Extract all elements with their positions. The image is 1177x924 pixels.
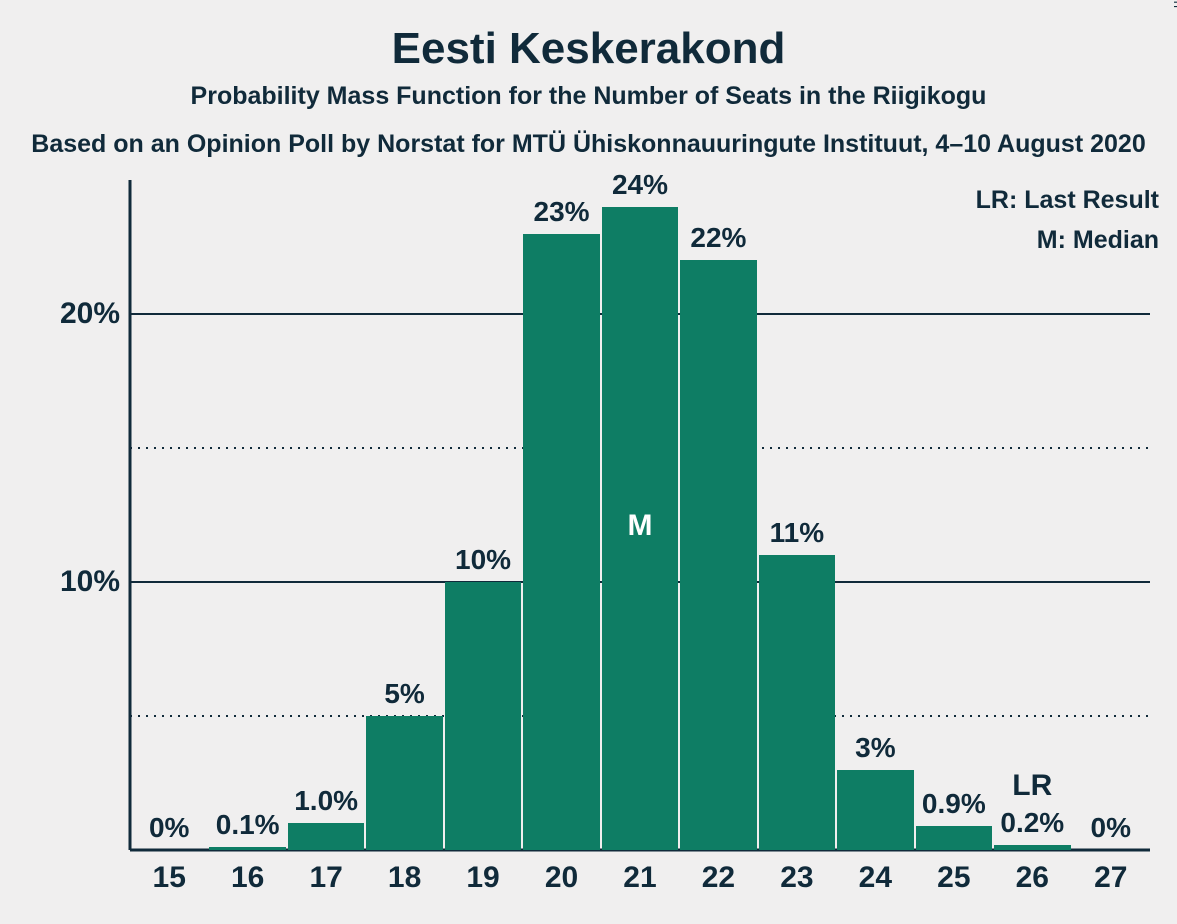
chart-source: Based on an Opinion Poll by Norstat for … xyxy=(0,130,1177,159)
x-tick-label: 15 xyxy=(153,861,186,895)
bar-value-label: 5% xyxy=(384,678,424,710)
x-tick-label: 18 xyxy=(388,861,421,895)
x-tick-label: 19 xyxy=(466,861,499,895)
median-marker: M xyxy=(627,509,652,543)
bars-group: 0%150.1%161.0%175%1810%1923%2024%21M22%2… xyxy=(130,180,1150,850)
last-result-marker: LR xyxy=(1012,769,1052,803)
bar-slot: 0%15 xyxy=(130,180,208,850)
copyright-text: © 2020 Filip van Laenen xyxy=(1171,0,1177,8)
bar-value-label: 0.2% xyxy=(1000,807,1064,839)
bar xyxy=(759,555,835,850)
x-tick-label: 16 xyxy=(231,861,264,895)
bar-value-label: 0% xyxy=(149,812,189,844)
y-tick-label: 20% xyxy=(30,297,120,331)
x-tick-label: 24 xyxy=(859,861,892,895)
bar-value-label: 0% xyxy=(1091,812,1131,844)
x-tick-label: 27 xyxy=(1094,861,1127,895)
bar xyxy=(994,845,1070,850)
bar xyxy=(288,823,364,850)
x-tick-label: 21 xyxy=(623,861,656,895)
bar-slot: 0.9%25 xyxy=(915,180,993,850)
bar-slot: 0%27 xyxy=(1072,180,1150,850)
bar-value-label: 22% xyxy=(690,222,746,254)
x-tick-label: 20 xyxy=(545,861,578,895)
bar-value-label: 11% xyxy=(770,517,825,549)
bar-slot: 3%24 xyxy=(836,180,914,850)
chart-container: © 2020 Filip van Laenen Eesti Keskerakon… xyxy=(0,0,1177,924)
chart-title: Eesti Keskerakond xyxy=(0,24,1177,74)
bar xyxy=(445,582,521,850)
bar-value-label: 0.1% xyxy=(216,809,280,841)
y-tick-label: 10% xyxy=(30,565,120,599)
bar-slot: 11%23 xyxy=(758,180,836,850)
bar-value-label: 1.0% xyxy=(294,785,358,817)
bar xyxy=(523,234,599,850)
bar-slot: 23%20 xyxy=(522,180,600,850)
bar xyxy=(916,826,992,850)
bar-value-label: 24% xyxy=(612,169,668,201)
chart-subtitle: Probability Mass Function for the Number… xyxy=(0,82,1177,111)
x-tick-label: 25 xyxy=(937,861,970,895)
bar xyxy=(837,770,913,850)
x-tick-label: 23 xyxy=(780,861,813,895)
bar-slot: 5%18 xyxy=(365,180,443,850)
bar-slot: 1.0%17 xyxy=(287,180,365,850)
bar-slot: 22%22 xyxy=(679,180,757,850)
bar-slot: 0.1%16 xyxy=(208,180,286,850)
x-tick-label: 26 xyxy=(1016,861,1049,895)
bar-slot: 10%19 xyxy=(444,180,522,850)
bar-value-label: 0.9% xyxy=(922,788,986,820)
bar-value-label: 10% xyxy=(455,544,511,576)
x-tick-label: 17 xyxy=(309,861,342,895)
bar-slot: 0.2%26LR xyxy=(993,180,1071,850)
plot-area: 0%150.1%161.0%175%1810%1923%2024%21M22%2… xyxy=(130,180,1150,850)
bar-slot: 24%21M xyxy=(601,180,679,850)
x-tick-label: 22 xyxy=(702,861,735,895)
bar xyxy=(366,716,442,850)
bar-value-label: 3% xyxy=(855,732,895,764)
bar-value-label: 23% xyxy=(533,196,589,228)
bar xyxy=(209,847,285,850)
bar xyxy=(680,260,756,850)
